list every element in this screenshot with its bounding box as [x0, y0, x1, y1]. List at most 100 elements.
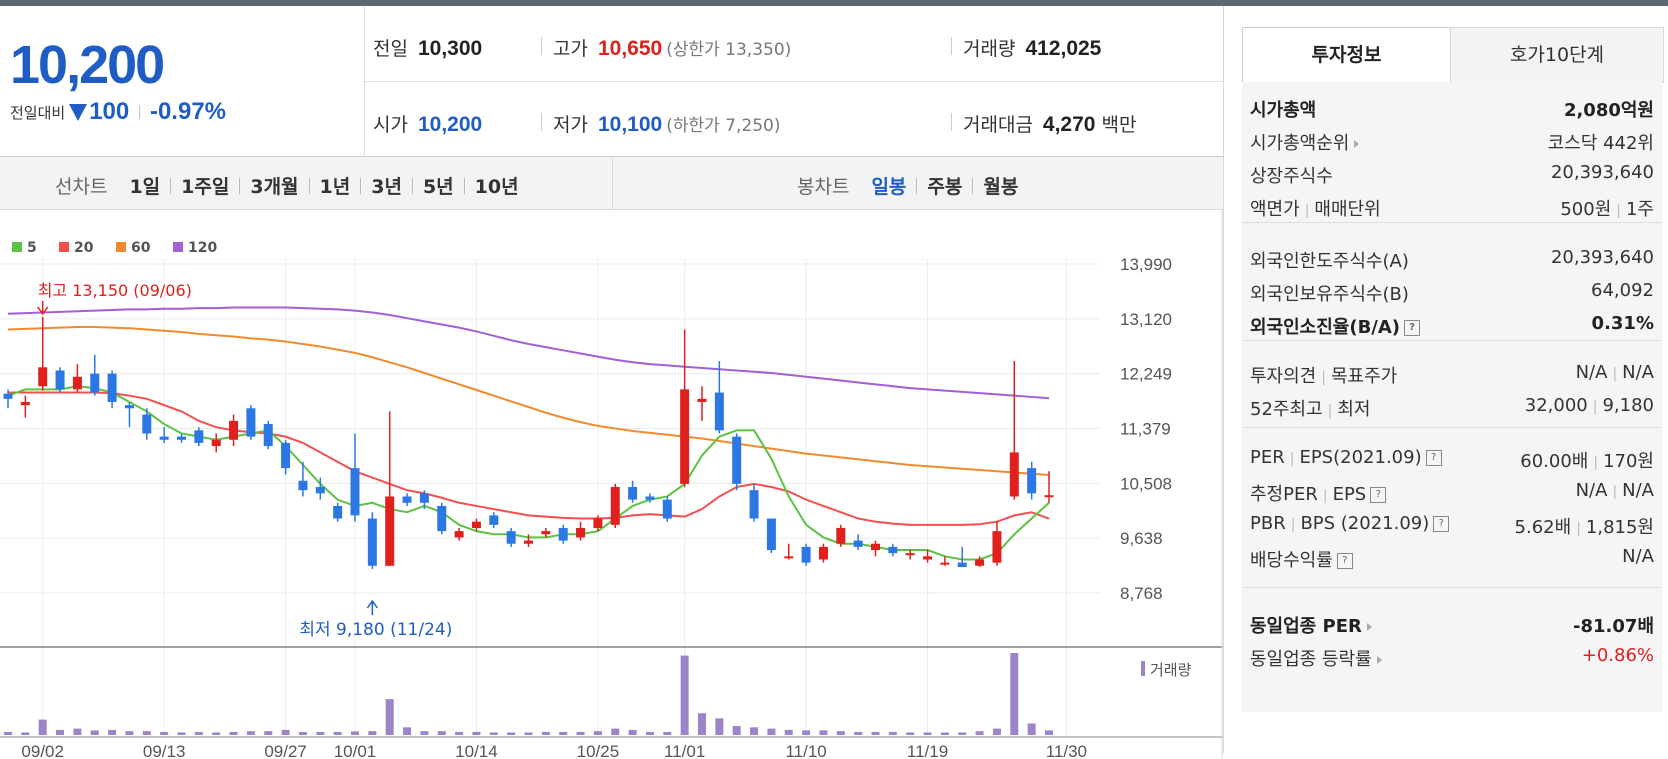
- ma-line-120: [7, 306, 1050, 400]
- legend-swatch-5: [12, 242, 22, 252]
- separator: |: [1593, 455, 1599, 471]
- separator: |: [1616, 203, 1621, 219]
- invest-key: 배당수익률?: [1250, 546, 1353, 572]
- amount-unit: 백만: [1101, 114, 1137, 136]
- volume-bar: [403, 727, 412, 735]
- line-tab-6[interactable]: 10년: [474, 176, 519, 198]
- candle-body: [385, 496, 395, 566]
- volume-bar: [455, 731, 464, 735]
- x-tick-label: 11/19: [907, 742, 948, 759]
- x-tick-label: 11/01: [664, 742, 705, 759]
- candle-body: [489, 515, 499, 525]
- invest-key[interactable]: 동일업종 등락률: [1250, 645, 1382, 671]
- tab-separator: [916, 177, 918, 194]
- invest-value: 5.62배 | 1,815원: [1514, 517, 1654, 538]
- tab-invest-info[interactable]: 투자정보: [1242, 27, 1451, 82]
- section-divider: [1242, 587, 1662, 588]
- volume-bar: [1010, 653, 1019, 735]
- invest-key: PER | EPS(2021.09)?: [1250, 447, 1442, 468]
- tab-separator: [170, 177, 172, 194]
- volume-bar: [507, 732, 516, 735]
- section-divider: [1242, 427, 1662, 428]
- separator: |: [137, 104, 142, 120]
- volume-bar: [541, 731, 550, 735]
- help-icon[interactable]: ?: [1336, 553, 1353, 569]
- invest-key: 시가총액: [1250, 100, 1317, 121]
- candle-body: [142, 414, 152, 434]
- candle-tab-0[interactable]: 일봉: [871, 176, 907, 198]
- invest-key[interactable]: 동일업종 PER: [1250, 612, 1372, 638]
- volume-bar: [194, 731, 203, 735]
- candle-body: [888, 546, 898, 554]
- top-border: [0, 0, 1668, 6]
- candle-body: [645, 496, 655, 500]
- volume-bar: [871, 731, 880, 735]
- separator: |: [1327, 403, 1333, 419]
- line-tab-1[interactable]: 1주일: [181, 176, 230, 198]
- candle-body: [680, 389, 690, 484]
- invest-row: 투자의견 | 목표주가 N/A | N/A: [1250, 362, 1654, 392]
- candle-body: [55, 370, 65, 390]
- y-tick-label: 9,638: [1120, 529, 1163, 548]
- volume-bar: [680, 655, 689, 735]
- volume-bar: [56, 729, 65, 735]
- line-tab-2[interactable]: 3개월: [250, 176, 299, 198]
- help-icon[interactable]: ?: [1433, 516, 1450, 532]
- volume-bar: [559, 731, 568, 735]
- chevron-right-icon: [1376, 656, 1382, 664]
- open-label: 시가: [373, 114, 408, 136]
- chart-tabs: 선차트 1일 1주일 3개월 1년 3년 5년 10년 봉차트 일봉 주봉 월봉: [0, 157, 1223, 210]
- help-icon[interactable]: ?: [1425, 450, 1442, 466]
- legend-swatch-60: [116, 242, 126, 252]
- line-chart-tabs: 선차트 1일 1주일 3개월 1년 3년 5년 10년: [55, 172, 519, 199]
- help-icon[interactable]: ?: [1404, 320, 1421, 336]
- invest-row: 외국인한도주식수(A) 20,393,640: [1250, 247, 1654, 277]
- tab-separator: [411, 177, 413, 194]
- volume-bar: [906, 732, 915, 735]
- volume-bar: [298, 731, 307, 735]
- low-price: 저가 10,100 (하한가 7,250): [541, 110, 780, 137]
- x-tick-label: 11/30: [1046, 742, 1087, 759]
- invest-key[interactable]: 시가총액순위: [1250, 129, 1360, 155]
- invest-tabs: 투자정보 호가10단계: [1242, 27, 1664, 83]
- candle-body: [263, 424, 273, 447]
- candle-body: [871, 543, 880, 551]
- invest-key: 액면가 | 매매단위: [1250, 199, 1381, 220]
- invest-key: PBR | BPS (2021.09)?: [1250, 513, 1450, 534]
- volume-bar: [229, 731, 238, 735]
- help-icon[interactable]: ?: [1370, 487, 1387, 503]
- separator: |: [1304, 203, 1310, 219]
- line-tab-0[interactable]: 1일: [129, 176, 161, 198]
- quote-info: 전일 10,300 고가 10,650 (상한가 13,350) 거래량 412,025…: [365, 6, 1223, 157]
- invest-body: 시가총액 2,080억원 시가총액순위 코스닥 442위 상장주식수 20,393,640…: [1242, 82, 1662, 712]
- line-tab-5[interactable]: 5년: [422, 176, 454, 198]
- change-row: 전일대비 100 | -0.97%: [10, 98, 226, 126]
- invest-row: 상장주식수 20,393,640: [1250, 162, 1654, 192]
- volume-bar: [420, 731, 429, 735]
- candle-chart-tabs: 봉차트 일봉 주봉 월봉: [797, 172, 1018, 199]
- divider: [951, 37, 952, 55]
- line-tab-3[interactable]: 1년: [319, 176, 351, 198]
- candle-body: [454, 531, 464, 538]
- candlestick-chart[interactable]: 5 20 60 120 13,990 13,120 12,249 11,379 10,508 9,…: [0, 209, 1223, 759]
- tab-orderbook[interactable]: 호가10단계: [1450, 27, 1664, 83]
- candle-body: [124, 405, 134, 409]
- prev-close-label: 전일: [373, 38, 408, 60]
- x-tick-label: 11/10: [785, 742, 826, 759]
- invest-key: 투자의견 | 목표주가: [1250, 366, 1398, 387]
- volume-bar: [368, 731, 377, 735]
- invest-key: 추정PER | EPS?: [1250, 480, 1387, 506]
- candle-body: [419, 493, 429, 503]
- candle-body: [298, 480, 308, 491]
- volume-bar: [819, 730, 828, 735]
- separator: |: [1321, 370, 1326, 386]
- low-annotation: 최저 9,180 (11/24): [299, 620, 452, 640]
- volume-bar: [489, 732, 498, 735]
- volume-bar: [73, 728, 82, 735]
- candle-body: [541, 531, 551, 535]
- line-tab-4[interactable]: 3년: [371, 176, 402, 198]
- candle-body: [315, 487, 325, 494]
- candle-tab-2[interactable]: 월봉: [983, 176, 1019, 198]
- candle-tab-1[interactable]: 주봉: [927, 176, 963, 198]
- volume-bar: [975, 731, 984, 735]
